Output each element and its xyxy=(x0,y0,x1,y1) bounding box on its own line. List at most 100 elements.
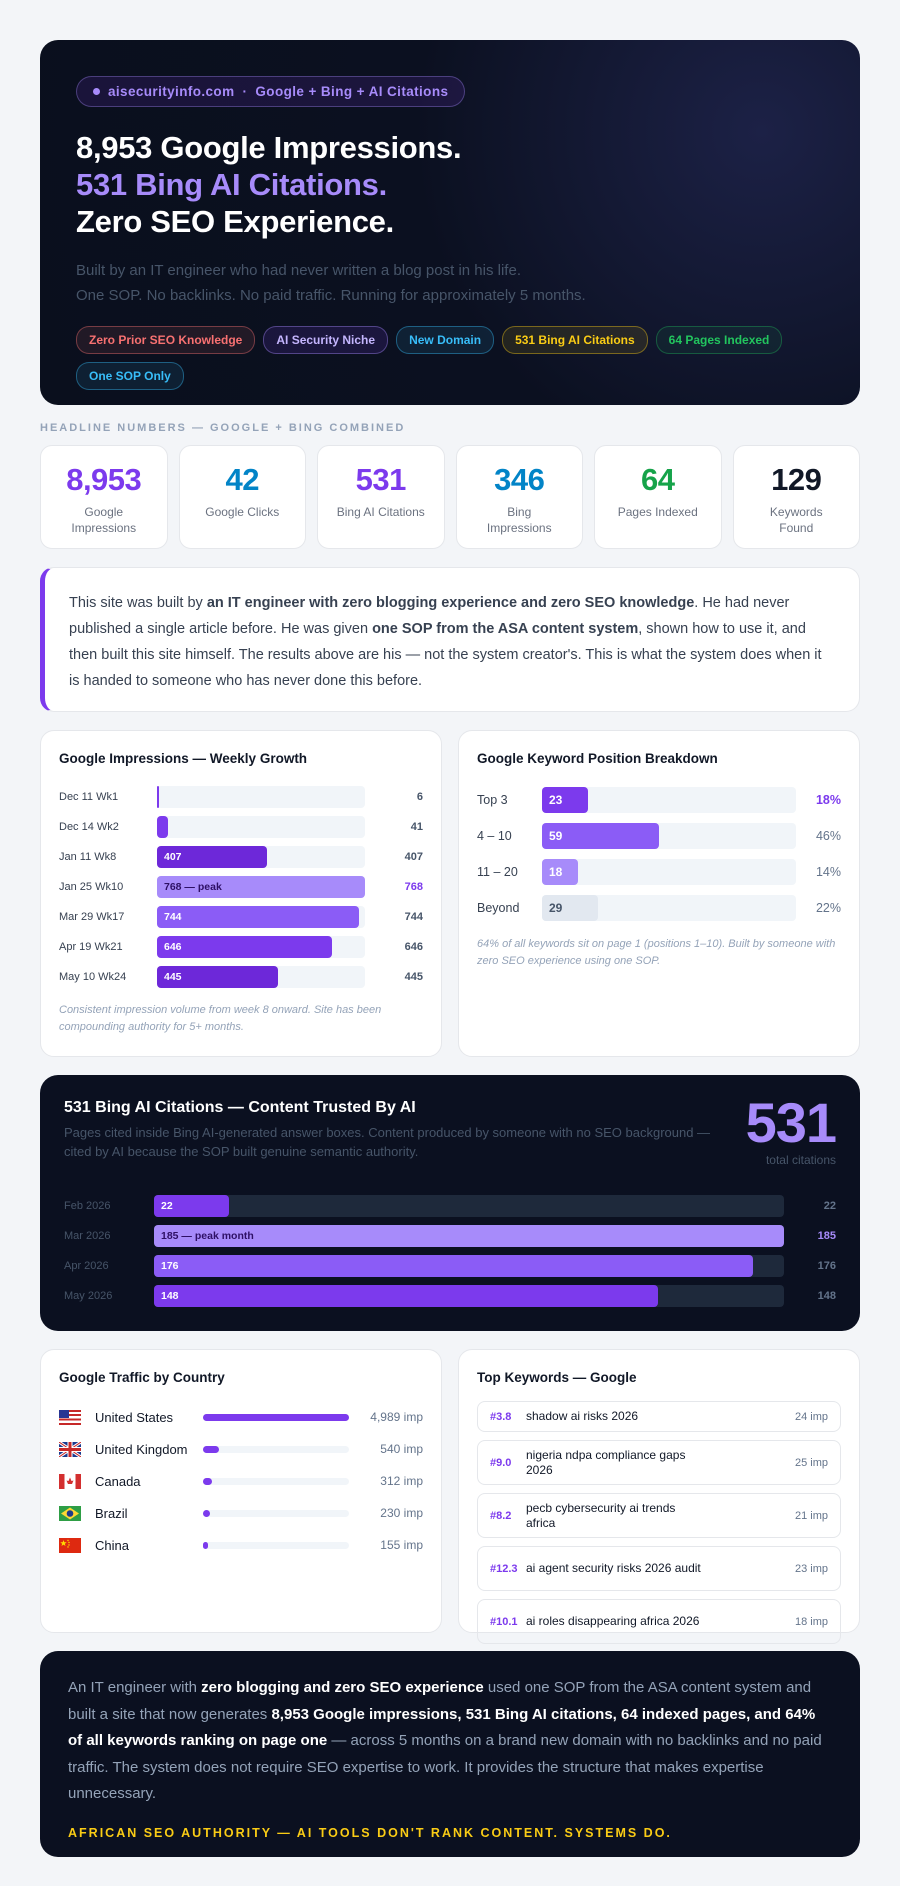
country-value: 155 imp xyxy=(380,1538,423,1552)
bar: 59 xyxy=(542,823,659,849)
intro-quote: This site was built by an IT engineer wi… xyxy=(40,567,860,712)
headline-line: Zero SEO Experience. xyxy=(76,204,394,239)
text: , shown how to use it, and then built th… xyxy=(69,621,822,689)
card-title: Top Keywords — Google xyxy=(477,1370,637,1385)
bar-row: Feb 2026 22 22 xyxy=(64,1191,836,1221)
bar: 407 xyxy=(157,846,268,868)
bar-track: 744 xyxy=(157,906,365,928)
stat-value: 42 xyxy=(225,462,260,497)
country-card: Google Traffic by Country United States … xyxy=(40,1349,442,1633)
country-bar xyxy=(203,1477,213,1485)
bar xyxy=(157,786,159,808)
position-bars: Top 3 23 18% 4 – 10 59 46% 11 – 20 18 14% Beyond 2… xyxy=(477,782,841,926)
stat-label: Google Impressions xyxy=(71,505,137,535)
tag: New Domain xyxy=(396,326,495,354)
bar-row: May 2026 148 148 xyxy=(64,1281,836,1311)
stat-value: 346 xyxy=(494,462,545,497)
bar: 646 xyxy=(157,936,332,958)
row-value: 148 xyxy=(817,1290,836,1302)
keyword-list: #3.8 shadow ai risks 2026 24 imp #9.0 nigeri… xyxy=(477,1401,841,1644)
bar-track: 176 xyxy=(154,1255,784,1277)
bar: 23 xyxy=(542,787,588,813)
total-number: 531 xyxy=(745,1091,837,1154)
row-label: Apr 19 Wk21 xyxy=(59,941,123,953)
bar-track: 646 xyxy=(157,936,365,958)
stat-card: 64 Pages Indexed xyxy=(594,445,722,549)
row-value: 445 xyxy=(404,971,423,983)
country-name: Canada xyxy=(95,1473,141,1489)
row-value: 744 xyxy=(404,911,423,923)
tags: Zero Prior SEO Knowledge AI Security Nich… xyxy=(76,326,836,390)
bar: 148 xyxy=(154,1285,658,1307)
row-value: 46% xyxy=(815,829,841,843)
country-row: United States 4,989 imp xyxy=(59,1401,423,1433)
weekly-bars: Dec 11 Wk1 6 Dec 14 Wk2 41 Jan 11 Wk8 407 407 J… xyxy=(59,782,423,992)
row-value: 407 xyxy=(404,851,423,863)
keyword-text: nigeria ndpa compliance gaps 2026 xyxy=(526,1447,686,1477)
row-value: 22% xyxy=(815,901,841,915)
bar-label: 59 xyxy=(549,829,563,843)
flag-ca xyxy=(59,1473,81,1489)
country-name: United Kingdom xyxy=(95,1441,188,1457)
country-bar xyxy=(203,1541,208,1549)
bar-track xyxy=(157,816,365,838)
text: This site was built by xyxy=(69,595,207,611)
keyword-position: #3.8 xyxy=(490,1410,512,1423)
bar-row: Mar 29 Wk17 744 744 xyxy=(59,902,423,932)
stat-value: 531 xyxy=(355,462,407,497)
closing: An IT engineer with zero blogging and ze… xyxy=(40,1651,860,1857)
stat-card: 346 Bing Impressions xyxy=(455,445,583,549)
keyword-impressions: 21 imp xyxy=(794,1509,828,1522)
bar-label: 176 xyxy=(161,1260,179,1272)
bar-label: 185 — peak month xyxy=(161,1230,254,1242)
stat-card: 42 Google Clicks xyxy=(178,445,306,549)
row-label: Apr 2026 xyxy=(64,1260,109,1272)
bar-row: Apr 2026 176 176 xyxy=(64,1251,836,1281)
bar-track xyxy=(203,1413,349,1421)
flag-us xyxy=(59,1409,81,1425)
keyword-row: #10.1 ai roles disappearing africa 2026 18… xyxy=(477,1599,841,1644)
bold-text: 8,953 Google impressions, 531 Bing AI ci… xyxy=(68,1705,816,1750)
text: An IT engineer with xyxy=(68,1679,202,1696)
country-name: United States xyxy=(95,1409,174,1425)
country-row: United Kingdom 540 imp xyxy=(59,1433,423,1465)
hero: aisecurityinfo.com · Google + Bing + AI … xyxy=(40,40,860,405)
bar-track: 23 xyxy=(542,787,796,813)
row-label: Dec 11 Wk1 xyxy=(59,791,119,803)
bar-track: 185 — peak month xyxy=(154,1225,784,1247)
bar-track xyxy=(203,1445,349,1453)
bar xyxy=(157,816,169,838)
row-label: 11 – 20 xyxy=(477,865,518,879)
bar-label: 23 xyxy=(549,793,563,807)
keyword-text: ai roles disappearing africa 2026 xyxy=(526,1614,700,1628)
row-label: Top 3 xyxy=(477,793,508,807)
bar-track: 148 xyxy=(154,1285,784,1307)
stats-row: 8,953 Google Impressions 42 Google Clicks 53… xyxy=(40,445,860,549)
badge-text: Google + Bing + AI Citations xyxy=(255,84,449,99)
text: used one SOP from the ASA content system… xyxy=(68,1679,812,1723)
headline-line: 8,953 Google Impressions. xyxy=(76,130,462,165)
bar-track xyxy=(203,1477,349,1485)
bar: 185 — peak month xyxy=(154,1225,784,1247)
keyword-text: ai agent security risks 2026 audit xyxy=(526,1561,701,1575)
bing-section: 531 Bing AI Citations — Content Trusted … xyxy=(40,1075,860,1331)
stat-label: Pages Indexed xyxy=(617,505,698,519)
bar-row: May 10 Wk24 445 445 xyxy=(59,962,423,992)
keyword-text: shadow ai risks 2026 xyxy=(526,1409,639,1423)
bar-track: 445 xyxy=(157,966,365,988)
flag-cn xyxy=(59,1537,81,1553)
bar-row: Dec 14 Wk2 41 xyxy=(59,812,423,842)
country-bar xyxy=(203,1445,219,1453)
bar: 744 xyxy=(157,906,359,928)
bar-label: 18 xyxy=(549,865,563,879)
headline: 8,953 Google Impressions. 531 Bing AI Cit… xyxy=(76,129,824,240)
tag: One SOP Only xyxy=(76,362,184,390)
keyword-position: #12.3 xyxy=(490,1562,518,1575)
bar: 29 xyxy=(542,895,598,921)
row-value: 185 xyxy=(817,1230,836,1242)
row-label: Dec 14 Wk2 xyxy=(59,821,119,833)
position-row: Top 3 23 18% xyxy=(477,782,841,818)
stat-value: 129 xyxy=(771,462,822,497)
bar: 176 xyxy=(154,1255,754,1277)
row-label: Beyond xyxy=(477,901,520,915)
